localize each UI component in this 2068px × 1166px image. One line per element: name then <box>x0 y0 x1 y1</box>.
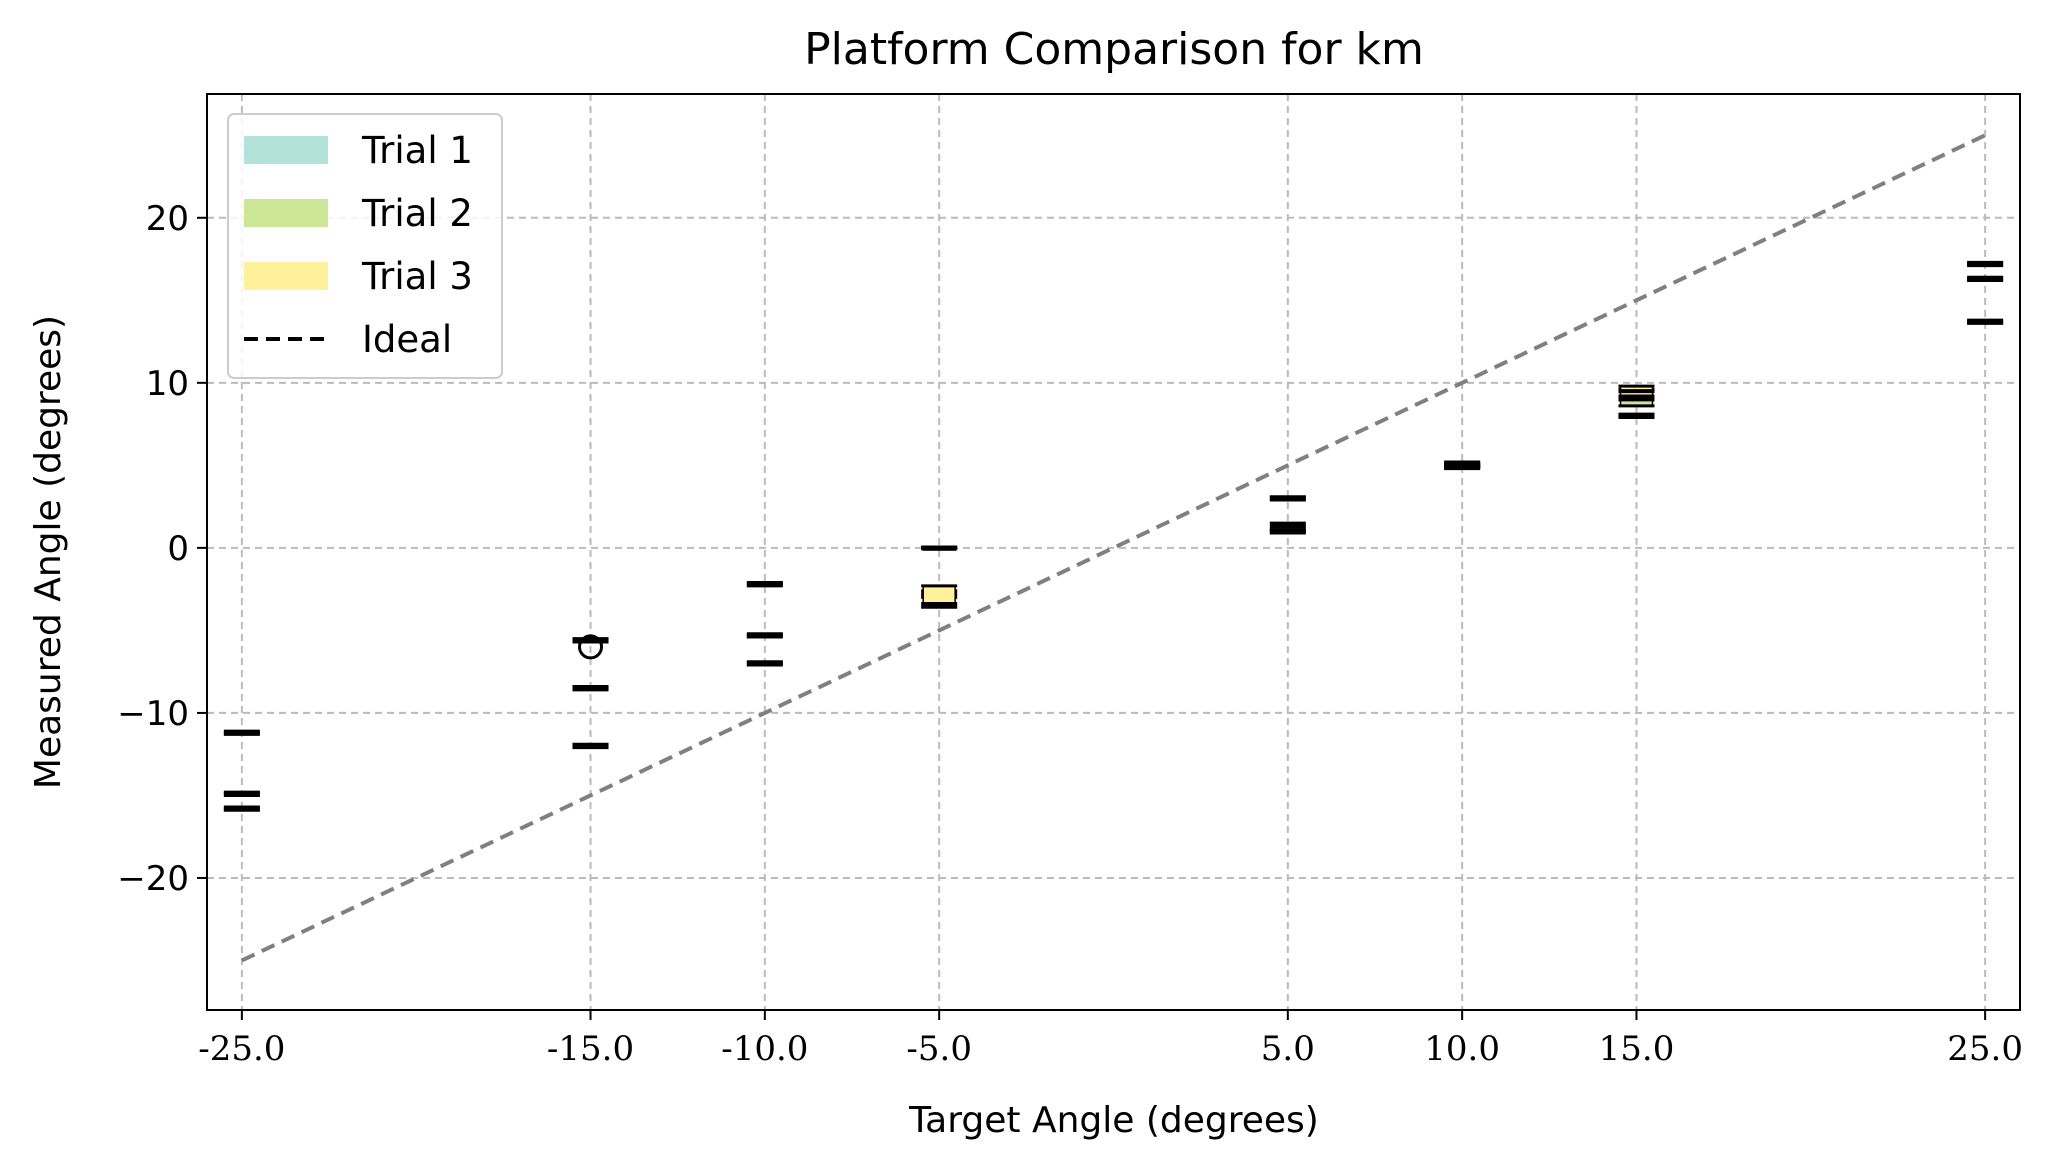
legend: Trial 1 Trial 2 Trial 3 Ideal <box>227 113 503 379</box>
x-tick-label: -25.0 <box>198 1029 285 1069</box>
box-plots <box>223 260 2004 812</box>
legend-swatch <box>244 199 328 227</box>
x-tick-label: -10.0 <box>721 1029 808 1069</box>
x-axis-label: Target Angle (degrees) <box>908 1100 1319 1141</box>
legend-swatch <box>244 136 328 164</box>
y-tick-label: 0 <box>167 529 189 569</box>
x-tick-label: 5.0 <box>1261 1029 1315 1069</box>
chart-title: Platform Comparison for km <box>804 24 1424 75</box>
ideal-line <box>241 133 1986 963</box>
legend-label: Trial 2 <box>361 192 473 235</box>
legend-box <box>227 113 503 379</box>
y-tick-label: 20 <box>146 199 189 239</box>
x-tick-label: -15.0 <box>547 1029 634 1069</box>
y-tick-label: −20 <box>117 859 189 899</box>
y-tick-label: −10 <box>117 694 189 734</box>
y-axis-label: Measured Angle (degrees) <box>28 315 69 789</box>
ideal-line-group <box>241 133 1986 963</box>
x-tick-label: 25.0 <box>1947 1029 2023 1069</box>
x-tick-label: -5.0 <box>906 1029 972 1069</box>
legend-label: Trial 3 <box>361 255 473 298</box>
legend-label: Trial 1 <box>361 129 473 172</box>
axis-ticks: -25.0 -15.0 -10.0 -5.0 5.0 10.0 15.0 25.0 −20 −10… <box>117 199 2023 1069</box>
grid-lines <box>207 94 2020 1010</box>
legend-label: Ideal <box>362 318 452 361</box>
y-tick-label: 10 <box>146 364 189 404</box>
x-tick-label: 10.0 <box>1424 1029 1500 1069</box>
plot-frame <box>206 93 2021 1011</box>
legend-swatch <box>244 262 328 290</box>
x-tick-label: 15.0 <box>1599 1029 1675 1069</box>
outlier-point <box>578 634 604 660</box>
